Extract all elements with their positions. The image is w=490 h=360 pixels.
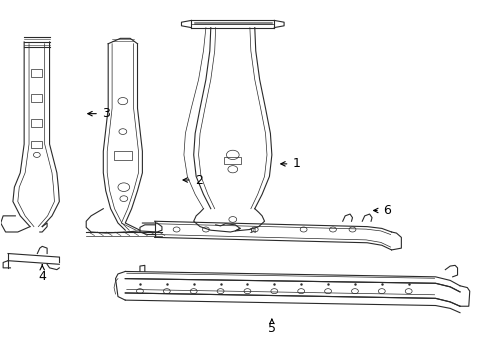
Text: 6: 6 <box>373 204 391 217</box>
Bar <box>114 151 132 160</box>
Bar <box>31 94 42 102</box>
Text: 2: 2 <box>183 174 202 186</box>
Text: 14: 14 <box>248 228 257 234</box>
Text: 5: 5 <box>268 319 276 335</box>
Bar <box>31 140 42 148</box>
Text: 3: 3 <box>88 107 110 120</box>
Text: 1: 1 <box>281 157 300 170</box>
Bar <box>31 69 42 77</box>
Bar <box>224 157 241 164</box>
Bar <box>31 119 42 127</box>
Text: 4: 4 <box>38 265 46 283</box>
